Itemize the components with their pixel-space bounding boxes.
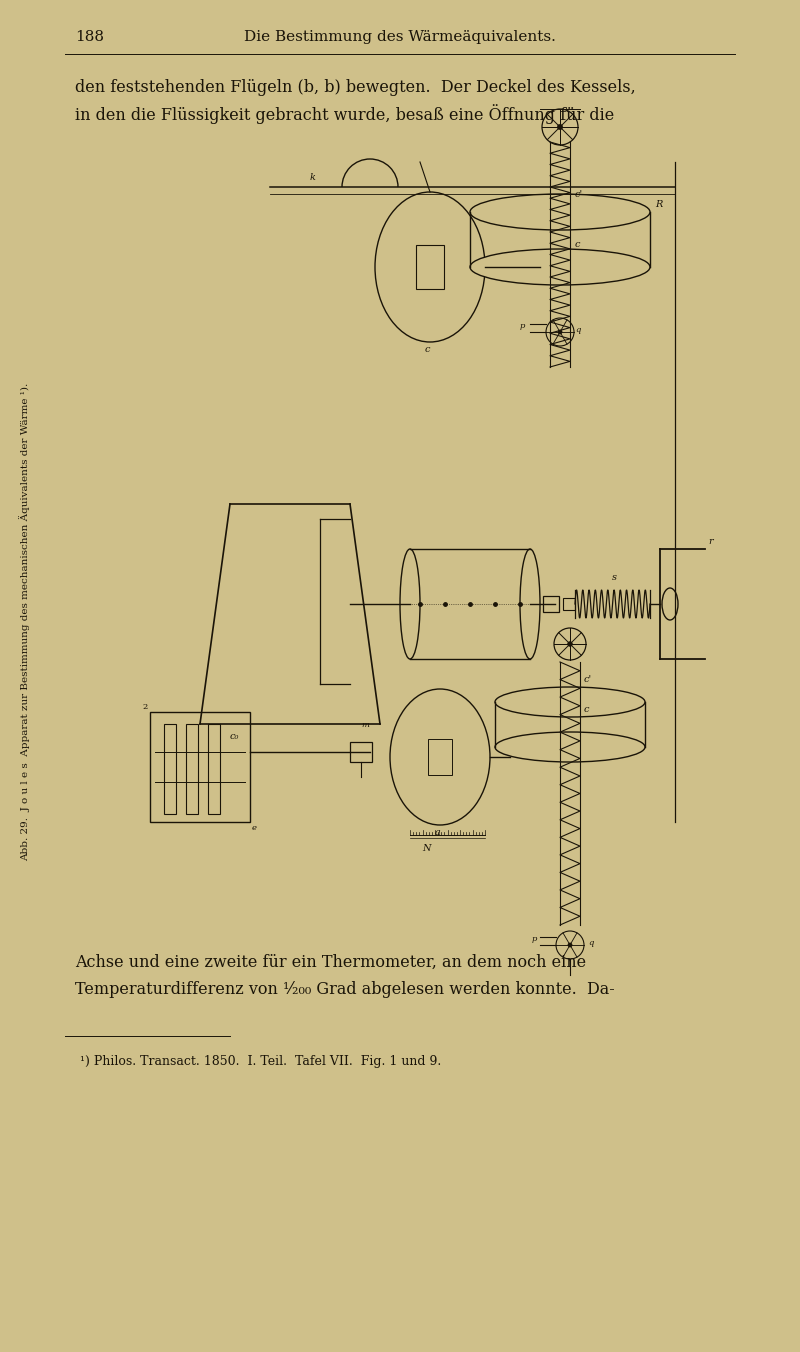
Ellipse shape xyxy=(470,193,650,230)
Circle shape xyxy=(568,942,572,948)
Text: m: m xyxy=(361,721,369,729)
Text: q: q xyxy=(588,940,594,946)
Text: Die Bestimmung des Wärmeäquivalents.: Die Bestimmung des Wärmeäquivalents. xyxy=(244,30,556,45)
Ellipse shape xyxy=(495,731,645,763)
Text: s: s xyxy=(612,573,617,581)
Bar xyxy=(164,725,176,814)
Ellipse shape xyxy=(375,192,485,342)
Bar xyxy=(416,245,444,289)
Text: e: e xyxy=(252,823,257,831)
Text: 2: 2 xyxy=(142,703,147,711)
Text: den feststehenden Flügeln (b, b) bewegten.  Der Deckel des Kessels,: den feststehenden Flügeln (b, b) bewegte… xyxy=(75,78,636,96)
Text: in den die Flüssigkeit gebracht wurde, besaß eine Öffnung für die: in den die Flüssigkeit gebracht wurde, b… xyxy=(75,104,614,124)
Text: p: p xyxy=(520,322,526,330)
Text: R: R xyxy=(655,200,662,210)
Text: c: c xyxy=(575,241,581,249)
Circle shape xyxy=(558,330,562,334)
Text: N: N xyxy=(422,844,430,853)
Ellipse shape xyxy=(520,549,540,658)
Text: c': c' xyxy=(575,191,583,199)
Text: Abb. 29.  J o u l e s  Apparat zur Bestimmung des mechanischen Äquivalents der W: Abb. 29. J o u l e s Apparat zur Bestimm… xyxy=(19,383,30,861)
Bar xyxy=(208,725,220,814)
Ellipse shape xyxy=(495,687,645,717)
Bar xyxy=(350,742,372,763)
Bar xyxy=(428,740,452,775)
Text: 188: 188 xyxy=(75,30,104,45)
Text: p: p xyxy=(532,936,538,942)
Bar xyxy=(186,725,198,814)
Ellipse shape xyxy=(662,588,678,621)
Bar xyxy=(543,596,559,612)
Circle shape xyxy=(568,642,573,646)
Text: k: k xyxy=(310,173,316,183)
Ellipse shape xyxy=(400,549,420,658)
Text: c: c xyxy=(584,704,590,714)
Text: q: q xyxy=(575,326,580,334)
Circle shape xyxy=(558,124,562,130)
Text: c₀: c₀ xyxy=(230,731,239,741)
Text: c: c xyxy=(425,345,430,354)
Ellipse shape xyxy=(390,690,490,825)
Ellipse shape xyxy=(470,249,650,285)
Text: r: r xyxy=(708,537,713,546)
Text: c': c' xyxy=(584,675,592,684)
Text: Temperaturdifferenz von ¹⁄₂₀₀ Grad abgelesen werden konnte.  Da-: Temperaturdifferenz von ¹⁄₂₀₀ Grad abgel… xyxy=(75,982,614,999)
Bar xyxy=(563,598,575,610)
Text: Achse und eine zweite für ein Thermometer, an dem noch eine: Achse und eine zweite für ein Thermomete… xyxy=(75,953,586,971)
Text: ¹) Philos. Transact. 1850.  I. Teil.  Tafel VII.  Fig. 1 und 9.: ¹) Philos. Transact. 1850. I. Teil. Tafe… xyxy=(80,1056,442,1068)
Bar xyxy=(150,713,250,822)
Text: a: a xyxy=(435,827,441,837)
